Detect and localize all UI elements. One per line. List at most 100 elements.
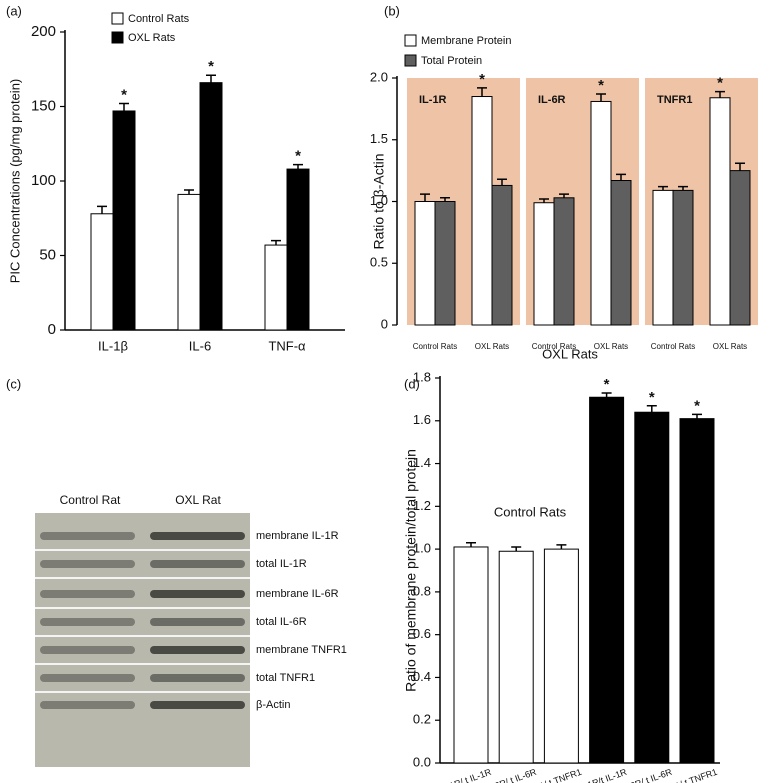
y-tick-label: 0.2: [413, 712, 431, 727]
bar: [634, 411, 670, 764]
legend-swatch: [111, 31, 124, 44]
error-bar: [440, 197, 450, 202]
error-bar: [539, 198, 549, 203]
blot-band-label: membrane TNFR1: [256, 644, 347, 656]
bar: [286, 168, 310, 331]
y-tick-label: 50: [39, 246, 56, 263]
error-bar: [119, 102, 129, 111]
x-tick-label: m IL-1R/ t IL-1R: [429, 767, 493, 783]
y-axis-label: PIC Concentrations (pg/mg protein): [7, 79, 22, 283]
y-tick-label: 0.6: [413, 626, 431, 641]
error-bar: [735, 162, 745, 171]
blot-column-label: Control Rat: [60, 493, 121, 507]
y-tick-label: 200: [31, 23, 56, 40]
blot-band: [150, 590, 245, 598]
blot-band-label: total TNFR1: [256, 672, 315, 684]
error-bar: [497, 178, 507, 186]
annotation: OXL Rats: [542, 346, 598, 361]
significance: *: [295, 148, 301, 165]
x-tick-label: IL-6: [189, 338, 211, 353]
bar: [709, 97, 731, 326]
bar: [729, 170, 751, 326]
blot-band: [150, 618, 245, 626]
bar: [90, 213, 114, 331]
legend-label: Control Rats: [128, 13, 190, 25]
y-axis-label: Ratio to β-Actin: [371, 154, 387, 250]
blot-band: [150, 560, 245, 568]
y-tick-label: 1.0: [413, 541, 431, 556]
group-label: TNFR1: [657, 94, 692, 106]
blot-band: [150, 674, 245, 682]
significance: *: [694, 397, 700, 414]
annotation: Control Rats: [494, 504, 567, 519]
y-tick-label: 1.6: [413, 412, 431, 427]
y-tick-label: 1.2: [413, 498, 431, 513]
error-bar: [616, 173, 626, 181]
error-bar: [556, 544, 567, 550]
blot-band: [40, 674, 135, 682]
bar: [177, 193, 201, 331]
blot-band: [40, 590, 135, 598]
y-tick-label: 1.5: [370, 131, 388, 146]
x-tick-label: TNF-α: [268, 338, 306, 353]
significance: *: [717, 75, 723, 92]
y-tick-label: 0.4: [413, 669, 431, 684]
legend-label: Membrane Protein: [421, 35, 512, 47]
blot-band: [150, 532, 245, 540]
y-tick-label: 0.0: [413, 754, 431, 769]
error-bar: [658, 185, 668, 191]
blot-band: [40, 701, 135, 709]
y-tick-label: 0.5: [370, 255, 388, 270]
significance: *: [649, 389, 655, 406]
error-bar: [715, 90, 725, 98]
significance: *: [208, 58, 214, 75]
blot-band-label: total IL-1R: [256, 558, 307, 570]
error-bar: [692, 413, 702, 419]
y-axis-label: Ratio of membrane protein/total protein: [403, 449, 419, 692]
legend-swatch: [404, 34, 417, 47]
y-tick-label: 1.4: [413, 455, 431, 470]
legend-swatch: [404, 54, 417, 67]
error-bar: [97, 205, 107, 214]
error-bar: [184, 189, 194, 195]
group-label: IL-6R: [538, 94, 566, 106]
x-tick-label: OXL Rats: [713, 342, 747, 351]
y-tick-label: 100: [31, 172, 56, 189]
significance: *: [604, 376, 610, 393]
error-bar: [271, 239, 281, 246]
error-bar: [601, 392, 612, 398]
panel-label: (a): [6, 3, 22, 18]
significance: *: [479, 71, 485, 88]
bar: [533, 202, 555, 326]
x-tick-label: OXL Rats: [475, 342, 509, 351]
bar: [679, 418, 715, 764]
blot-band-label: β-Actin: [256, 699, 290, 711]
bar: [672, 189, 694, 326]
y-tick-label: 1.8: [413, 369, 431, 384]
x-tick-label: Control Rats: [651, 342, 695, 351]
bar: [652, 189, 674, 326]
error-bar: [646, 405, 657, 413]
blot-image: [35, 513, 250, 767]
x-tick-label: OXL Rats: [594, 342, 628, 351]
y-tick-label: 0: [48, 321, 56, 338]
x-tick-label: Control Rats: [413, 342, 457, 351]
bar: [112, 110, 136, 331]
panel-label: (c): [6, 376, 21, 391]
error-bar: [466, 541, 476, 547]
group-label: IL-1R: [419, 94, 447, 106]
bar: [453, 546, 489, 764]
blot-column-label: OXL Rat: [175, 493, 221, 507]
error-bar: [420, 193, 430, 202]
blot-band: [40, 532, 135, 540]
bar: [414, 201, 436, 326]
y-tick-label: 0: [381, 316, 388, 331]
significance: *: [598, 77, 604, 94]
bar: [491, 184, 513, 326]
x-tick-label: Control Rats: [532, 342, 576, 351]
blot-band-label: membrane IL-1R: [256, 530, 339, 542]
legend-swatch: [111, 12, 124, 25]
error-bar: [559, 193, 569, 198]
blot-band-label: membrane IL-6R: [256, 588, 339, 600]
